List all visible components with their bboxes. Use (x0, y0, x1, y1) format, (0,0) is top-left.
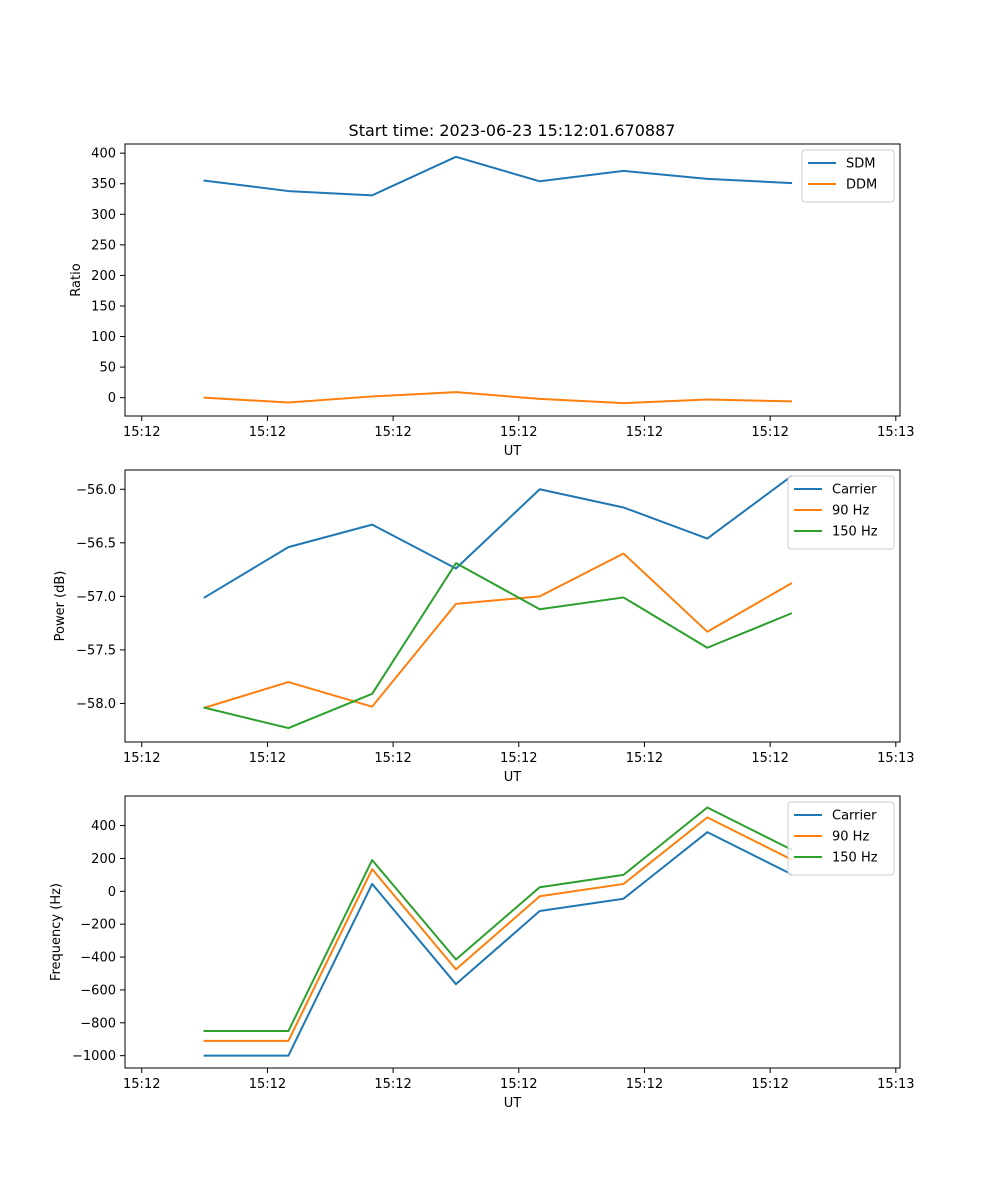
figure-title: Start time: 2023-06-23 15:12:01.670887 (349, 121, 676, 140)
x-tick-label: 15:12 (123, 425, 160, 440)
y-axis-label: Power (dB) (53, 571, 68, 642)
series-line-carrier (203, 831, 793, 1057)
x-tick-label: 15:12 (123, 751, 160, 766)
x-tick-label: 15:12 (500, 425, 537, 440)
x-tick-label: 15:12 (123, 1077, 160, 1092)
legend-label-90-hz: 90 Hz (832, 504, 869, 519)
x-tick-label: 15:12 (751, 1077, 788, 1092)
x-tick-label: 15:13 (877, 425, 914, 440)
panels: 15:12 15:12 15:12 15:12 15:12 15:12 15:13 0 50 10… (49, 143, 915, 1111)
series-line-ddm (203, 391, 793, 405)
legend-label-150-hz: 150 Hz (832, 525, 878, 540)
x-axis-label: UT (504, 770, 522, 785)
x-tick-label: 15:12 (500, 1077, 537, 1092)
legend-label-sdm: SDM (846, 157, 875, 172)
y-tick-label: 0 (108, 885, 116, 900)
y-tick-label: −400 (80, 951, 116, 966)
y-axis-label: Ratio (69, 263, 84, 296)
y-tick-label: −56.0 (76, 483, 116, 498)
legend: Carrier 90 Hz 150 Hz (787, 801, 895, 876)
x-tick-label: 15:13 (877, 1077, 914, 1092)
x-tick-label: 15:12 (374, 425, 411, 440)
y-tick-label: 400 (91, 819, 116, 834)
legend: Carrier 90 Hz 150 Hz (787, 475, 895, 550)
x-axis-label: UT (504, 444, 522, 459)
y-tick-label: −800 (80, 1016, 116, 1031)
y-tick-label: 0 (108, 391, 116, 406)
y-tick-label: −57.0 (76, 590, 116, 605)
y-tick-label: −200 (80, 918, 116, 933)
x-axis-label: UT (504, 1096, 522, 1111)
series-line-90-hz (203, 816, 793, 1042)
legend: SDM DDM (801, 149, 895, 203)
legend-label-carrier: Carrier (832, 483, 877, 498)
plot-frame (124, 469, 901, 743)
y-tick-label: 50 (99, 361, 116, 376)
y-tick-label: 200 (91, 852, 116, 867)
series-line-150-hz (203, 806, 793, 1033)
y-tick-label: 100 (91, 330, 116, 345)
panel-1: 15:12 15:12 15:12 15:12 15:12 15:12 15:13 0 50 10… (69, 143, 915, 459)
y-tick-label: −1000 (72, 1049, 116, 1064)
legend-label-carrier: Carrier (832, 809, 877, 824)
legend-label-ddm: DDM (846, 178, 877, 193)
y-tick-label: 150 (91, 299, 116, 314)
panel-2: 15:12 15:12 15:12 15:12 15:12 15:12 15:13 −58.0… (53, 469, 915, 785)
y-tick-label: −57.5 (76, 643, 116, 658)
x-tick-label: 15:12 (374, 751, 411, 766)
x-tick-label: 15:13 (877, 751, 914, 766)
x-tick-label: 15:12 (500, 751, 537, 766)
y-tick-label: 300 (91, 208, 116, 223)
x-tick-label: 15:12 (249, 751, 286, 766)
y-tick-label: 350 (91, 177, 116, 192)
legend-label-150-hz: 150 Hz (832, 851, 878, 866)
series-line-carrier (203, 475, 793, 599)
y-tick-label: 250 (91, 238, 116, 253)
x-tick-label: 15:12 (249, 1077, 286, 1092)
x-tick-label: 15:12 (751, 425, 788, 440)
x-tick-label: 15:12 (249, 425, 286, 440)
y-tick-label: −600 (80, 983, 116, 998)
series-line-150-hz (203, 562, 793, 730)
x-tick-label: 15:12 (626, 1077, 663, 1092)
plot-frame (124, 143, 901, 417)
y-tick-label: −56.5 (76, 536, 116, 551)
x-tick-label: 15:12 (626, 425, 663, 440)
panel-3: 15:12 15:12 15:12 15:12 15:12 15:12 15:13 −1000… (49, 795, 915, 1111)
legend-label-90-hz: 90 Hz (832, 830, 869, 845)
plot-frame (124, 795, 901, 1069)
y-axis-label: Frequency (Hz) (49, 883, 64, 981)
series-line-sdm (203, 155, 793, 197)
x-tick-label: 15:12 (374, 1077, 411, 1092)
y-tick-label: −58.0 (76, 697, 116, 712)
y-tick-label: 200 (91, 269, 116, 284)
series-line-90-hz (203, 552, 793, 709)
y-tick-label: 400 (91, 147, 116, 162)
x-tick-label: 15:12 (626, 751, 663, 766)
x-tick-label: 15:12 (751, 751, 788, 766)
